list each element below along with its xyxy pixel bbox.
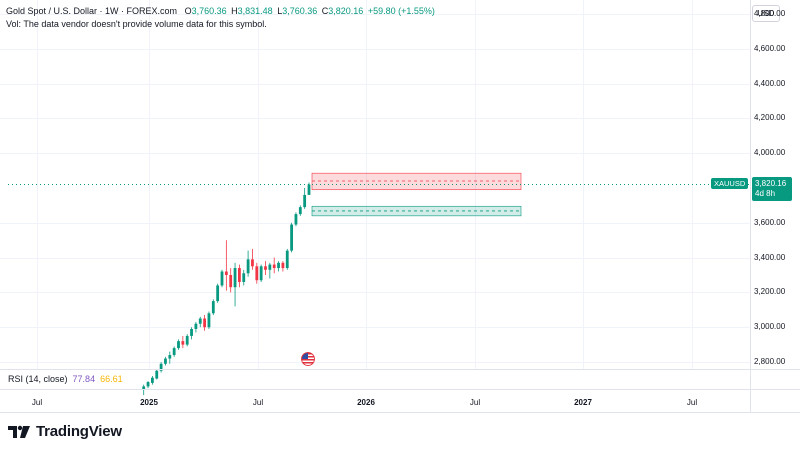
open-label: O bbox=[184, 6, 192, 16]
candle-body bbox=[281, 262, 285, 269]
us-flag-icon[interactable] bbox=[301, 352, 315, 366]
brand-name: TradingView bbox=[36, 423, 122, 440]
time-tick-label: 2027 bbox=[574, 398, 592, 407]
price-tag: 3,820.16 4d 8h bbox=[752, 177, 792, 202]
time-tick-label: 2025 bbox=[140, 398, 158, 407]
symbol-title[interactable]: Gold Spot / U.S. Dollar · 1W · FOREX.com bbox=[6, 6, 178, 16]
candle-body bbox=[298, 207, 302, 215]
rsi-legend[interactable]: RSI (14, close) 77.84 66.61 bbox=[8, 374, 123, 384]
candle-body bbox=[251, 259, 254, 267]
price-tick-label: 4,400.00 bbox=[754, 78, 786, 88]
candle-body bbox=[198, 318, 202, 324]
resistance-zone bbox=[311, 172, 522, 191]
price-tick-label: 4,800.00 bbox=[754, 8, 786, 18]
symbol-legend: Gold Spot / U.S. Dollar · 1W · FOREX.com… bbox=[6, 6, 437, 16]
zones bbox=[311, 172, 522, 217]
time-tick-label: Jul bbox=[686, 398, 698, 407]
candle-body bbox=[307, 184, 311, 195]
price-tick-label: 3,600.00 bbox=[754, 217, 786, 227]
candle-body bbox=[224, 271, 228, 276]
candle-body bbox=[159, 363, 163, 371]
open-value: 3,760.36 bbox=[191, 6, 227, 16]
candle-body bbox=[190, 328, 193, 336]
close-label: C bbox=[321, 6, 329, 16]
candle-body bbox=[203, 318, 206, 328]
price-tick-label: 4,600.00 bbox=[754, 43, 786, 53]
symbol-price-tag: XAUUSD bbox=[711, 178, 749, 190]
grid bbox=[0, 0, 750, 369]
candle-body bbox=[268, 264, 272, 270]
candle-body bbox=[216, 285, 220, 302]
candle-body bbox=[264, 266, 267, 270]
candle-body bbox=[246, 259, 250, 274]
currency-button[interactable]: USD bbox=[752, 5, 780, 22]
rsi-value-1: 77.84 bbox=[72, 374, 96, 384]
tradingview-logo[interactable]: TradingView bbox=[8, 423, 122, 440]
time-tick-label: Jul bbox=[252, 398, 264, 407]
low-value: 3,760.36 bbox=[282, 6, 318, 16]
candle-body bbox=[285, 250, 289, 269]
candle-body bbox=[207, 313, 211, 328]
candle-body bbox=[194, 323, 198, 329]
price-tick-label: 2,800.00 bbox=[754, 357, 786, 367]
candle-body bbox=[168, 355, 172, 359]
time-tick-label: Jul bbox=[31, 398, 43, 407]
candles bbox=[142, 182, 311, 396]
high-value: 3,831.48 bbox=[237, 6, 273, 16]
price-tick-label: 3,000.00 bbox=[754, 322, 786, 332]
candle-body bbox=[238, 268, 241, 282]
candle-body bbox=[294, 214, 298, 225]
candle-body bbox=[146, 382, 150, 387]
time-tick-label: 2026 bbox=[357, 398, 375, 407]
candle-body bbox=[277, 262, 280, 269]
bar-countdown: 4d 8h bbox=[755, 189, 776, 199]
rsi-value-2: 66.61 bbox=[100, 374, 123, 384]
candle-body bbox=[272, 264, 276, 269]
volume-note: Vol: The data vendor doesn't provide vol… bbox=[6, 19, 267, 29]
candle-body bbox=[229, 275, 233, 288]
candle-body bbox=[242, 273, 246, 282]
close-value: 3,820.16 bbox=[328, 6, 364, 16]
price-tag-value: 3,820.16 bbox=[755, 179, 787, 189]
candle-body bbox=[255, 266, 259, 281]
price-tick-label: 3,200.00 bbox=[754, 287, 786, 297]
candle-body bbox=[220, 271, 224, 286]
candle-body bbox=[164, 358, 167, 364]
candle-body bbox=[185, 335, 189, 345]
candle-body bbox=[181, 341, 185, 345]
price-tick-label: 4,000.00 bbox=[754, 148, 786, 158]
candle-body bbox=[233, 268, 237, 288]
candle-body bbox=[259, 266, 263, 281]
price-tick-label: 4,200.00 bbox=[754, 113, 786, 123]
candle-body bbox=[151, 377, 154, 383]
candle-body bbox=[290, 224, 293, 251]
tradingview-logo-icon bbox=[8, 425, 30, 438]
candle-body bbox=[142, 386, 146, 390]
rsi-label: RSI (14, close) bbox=[8, 374, 68, 384]
candle-body bbox=[155, 370, 159, 379]
high-label: H bbox=[231, 6, 238, 16]
change-value: +59.80 (+1.55%) bbox=[367, 6, 435, 16]
price-tick-label: 3,400.00 bbox=[754, 252, 786, 262]
candle-body bbox=[303, 194, 307, 208]
candle-body bbox=[211, 301, 215, 314]
low-label: L bbox=[277, 6, 283, 16]
time-tick-label: Jul bbox=[469, 398, 481, 407]
candle-body bbox=[177, 341, 180, 349]
candle-body bbox=[172, 348, 176, 356]
